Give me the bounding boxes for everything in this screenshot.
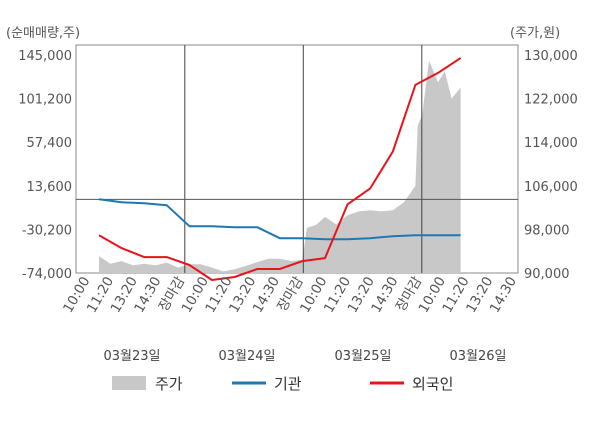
left-tick-label: -30,200	[22, 223, 72, 238]
date-label: 03월24일	[218, 349, 275, 364]
right-tick-label: 106,000	[524, 180, 578, 195]
right-tick-label: 114,000	[524, 136, 578, 151]
right-axis-unit-label: (주가,원)	[510, 26, 560, 41]
left-tick-label: 145,000	[18, 49, 72, 64]
price-area-layer	[99, 60, 461, 273]
legend-institution-label: 기관	[274, 375, 302, 393]
legend-foreign-label: 외국인	[412, 375, 453, 393]
left-tick-label: 13,600	[27, 180, 73, 195]
left-tick-label: 57,400	[27, 136, 73, 151]
right-tick-label: 122,000	[524, 93, 578, 108]
series-area-price	[99, 60, 461, 273]
date-label: 03월26일	[449, 349, 506, 364]
right-tick-label: 98,000	[524, 223, 570, 238]
right-tick-label: 90,000	[524, 267, 570, 282]
left-tick-label: -74,000	[22, 267, 72, 282]
date-label: 03월23일	[103, 349, 160, 364]
date-labels: 03월23일 03월24일 03월25일 03월26일	[103, 349, 506, 364]
right-axis-ticks: 130,000 122,000 114,000 106,000 98,000 90,000	[524, 49, 578, 282]
x-axis-ticks: 10:0011:2013:2014:30장마감10:0011:2013:2014…	[60, 274, 520, 316]
series-line-foreign	[98, 57, 462, 281]
net-trading-lines-layer	[98, 57, 462, 281]
legend-price-label: 주가	[155, 375, 183, 393]
right-tick-label: 130,000	[524, 49, 578, 64]
legend-price-swatch	[112, 376, 146, 390]
left-axis-ticks: 145,000 101,200 57,400 13,600 -30,200 -74,000	[18, 49, 72, 282]
left-axis-unit-label: (순매매량,주)	[6, 26, 80, 41]
series-line-institution	[98, 198, 461, 241]
left-tick-label: 101,200	[18, 93, 72, 108]
date-label: 03월25일	[334, 349, 391, 364]
legend: 주가 기관 외국인	[112, 375, 453, 393]
